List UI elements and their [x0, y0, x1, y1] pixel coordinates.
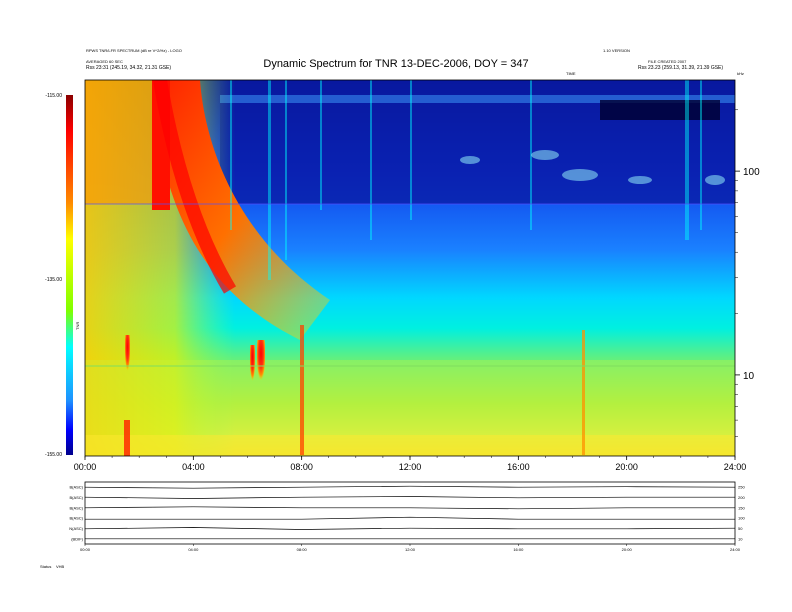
lowest-band — [85, 435, 735, 456]
x-axis: 00:00 04:00 08:00 12:00 16:00 20:00 24:00 — [74, 456, 747, 472]
orbit-series-value: 50 — [738, 526, 743, 531]
colorbar-label: TNR — [75, 322, 80, 330]
orbit-x-tick-label: 00:00 — [80, 547, 91, 552]
burst-4 — [300, 325, 304, 455]
orbit-series-label: B(ASC) — [69, 505, 83, 510]
y-tick-label: 10 — [743, 371, 755, 382]
burst-1-low — [124, 420, 130, 456]
orbit-series-line — [84, 527, 736, 530]
x-tick-label: 20:00 — [615, 462, 638, 472]
header-left-line2: AVERAGED 60 SEC — [86, 59, 123, 64]
orbit-x-tick-label: 04:00 — [188, 547, 199, 552]
orbit-series-label: B(ASC) — [69, 495, 83, 500]
intense-emission-ridge — [153, 80, 237, 294]
x-tick-label: 08:00 — [290, 462, 313, 472]
x-tick-label: 16:00 — [507, 462, 530, 472]
orbit-x-axis: 00:00 04:00 08:00 12:00 16:00 20:00 24:00 — [80, 544, 741, 552]
colorbar-tick-label: -155.00 — [45, 452, 62, 458]
orbit-series-label: N(ASC) — [69, 526, 83, 531]
header-center-small: TIME — [566, 71, 576, 76]
orbit-series: B(ASC) 250 B(ASC) 200 B(ASC) 150 B(ASC) 100 N(AS… — [69, 485, 745, 542]
footer-value: VHB — [56, 564, 65, 569]
orbit-series-label: B(ASC) — [69, 516, 83, 521]
header-khz-tag: kHz — [737, 71, 744, 76]
intense-emission-tail — [152, 80, 330, 340]
orbit-x-tick-label: 16:00 — [513, 547, 524, 552]
orbit-x-tick-label: 08:00 — [297, 547, 308, 552]
y-tick-label: 100 — [743, 167, 760, 178]
quiet-region — [600, 100, 720, 120]
early-high-emission — [85, 80, 155, 204]
burst-1 — [125, 335, 130, 375]
orbit-series-label: (BDIF) — [71, 536, 83, 541]
orbit-series-value: 200 — [738, 495, 745, 500]
orbit-series-value: 150 — [738, 505, 745, 510]
orbit-x-tick-label: 20:00 — [622, 547, 633, 552]
orbit-series-line — [84, 496, 735, 499]
arc-features — [460, 150, 725, 185]
colorbar — [66, 95, 73, 455]
x-tick-label: 24:00 — [724, 462, 747, 472]
header-left-line1: RPWS TNR/LFR SPECTRUM (dB re V^2/Hz) - L… — [86, 48, 182, 53]
band-stripe — [220, 95, 735, 103]
chart-title: Dynamic Spectrum for TNR 13-DEC-2006, DO… — [263, 58, 529, 70]
orbit-x-tick-label: 12:00 — [405, 547, 416, 552]
orbit-series-value: 10 — [738, 536, 743, 541]
orbit-panel-frame — [84, 481, 736, 545]
orbit-series-line — [84, 506, 735, 510]
orbit-series-value: 250 — [738, 485, 745, 490]
x-tick-label: 04:00 — [182, 462, 205, 472]
burst-5 — [582, 330, 585, 455]
spectrogram-area — [85, 80, 735, 456]
colorbar-tick-label: -115.00 — [45, 93, 62, 99]
header-right-line1: 1.10 VERSION — [603, 48, 630, 53]
orbit-series-line — [84, 485, 736, 489]
orbit-series-line — [85, 516, 735, 520]
header-right-line2: FILE CREATED 2007 — [648, 59, 687, 64]
header-right-line3: Rss 23.23 (259.13, 31.39, 21.39 GSE) — [638, 65, 724, 71]
orbit-x-tick-label: 24:00 — [730, 547, 741, 552]
y-axis: 100 10 — [735, 109, 760, 437]
burst-3 — [257, 340, 265, 385]
colorbar-tick-label: -135.00 — [45, 277, 62, 283]
orbit-series-label: B(ASC) — [69, 485, 83, 490]
orbit-series-value: 100 — [738, 516, 745, 521]
footer-label: Status — [40, 564, 51, 569]
x-tick-label: 00:00 — [74, 462, 97, 472]
x-tick-label: 12:00 — [399, 462, 422, 472]
header-left-line3: Rss 23:31 (245.19, 34.32, 21.31 GSE) — [86, 65, 172, 71]
